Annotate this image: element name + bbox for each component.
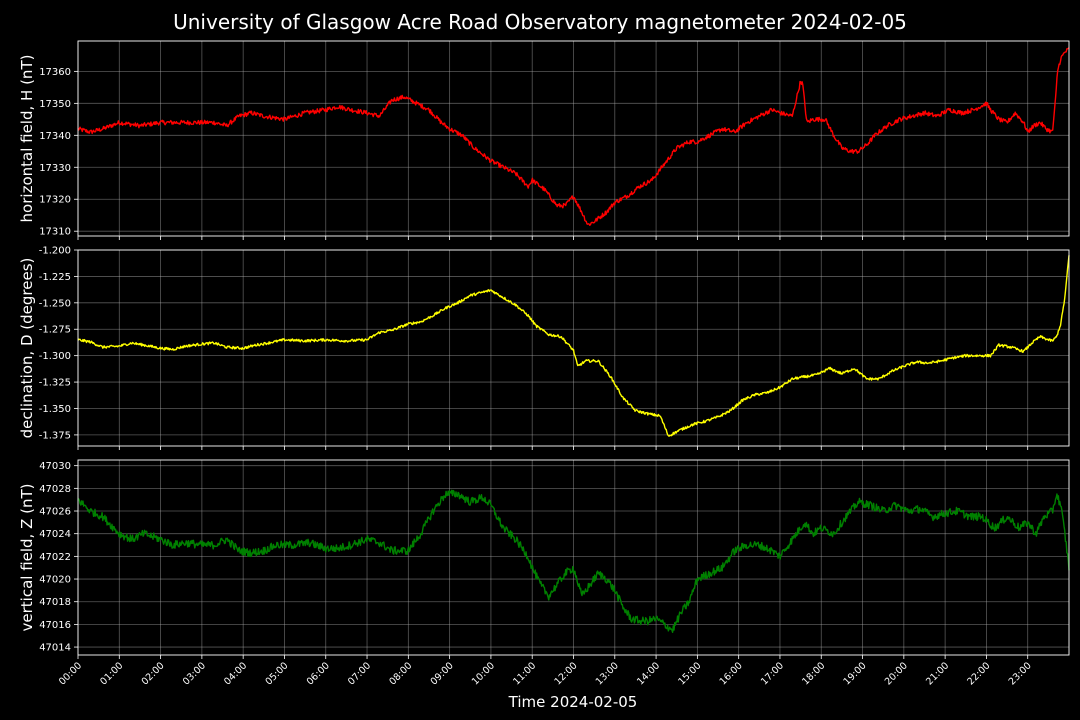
x-tick-label: 02:00 bbox=[140, 660, 167, 687]
y-tick-label: 17350 bbox=[39, 99, 71, 110]
y-tick-label: 47030 bbox=[39, 461, 71, 472]
panel-frame bbox=[77, 459, 1070, 656]
y-tick-label: 17360 bbox=[39, 67, 71, 78]
y-tick-label: 17320 bbox=[39, 195, 71, 206]
y-tick-label: 47020 bbox=[39, 575, 71, 586]
series-line-H bbox=[77, 47, 1070, 227]
y-tick-label: 47018 bbox=[39, 597, 71, 608]
y-tick-label: -1.225 bbox=[39, 272, 71, 283]
y-tick-label: -1.300 bbox=[39, 351, 71, 362]
y-tick-label: -1.375 bbox=[39, 430, 71, 441]
x-tick-label: 14:00 bbox=[635, 660, 662, 687]
x-tick-label: 22:00 bbox=[965, 660, 992, 687]
x-tick-label: 18:00 bbox=[800, 660, 827, 687]
y-tick-label: 47026 bbox=[39, 507, 71, 518]
y-tick-label: -1.275 bbox=[39, 325, 71, 336]
x-tick-labels: 00:00 01:00 02:00 03:00 04:00 05:00 06:00 07:00… bbox=[57, 660, 1034, 687]
x-tick-label: 13:00 bbox=[594, 660, 621, 687]
y-tick-label: -1.200 bbox=[39, 246, 71, 257]
x-tick-label: 01:00 bbox=[98, 660, 125, 687]
y-axis-label: horizontal field, H (nT) bbox=[18, 55, 36, 223]
panel-frame bbox=[77, 40, 1070, 237]
x-tick-label: 16:00 bbox=[718, 660, 745, 687]
x-tick-label: 00:00 bbox=[57, 660, 84, 687]
x-tick-label: 04:00 bbox=[222, 660, 249, 687]
y-tick-label: 47014 bbox=[39, 643, 71, 654]
panel-declination: -1.200 -1.225 -1.250 -1.275 -1.300 -1.325 -1.3… bbox=[18, 246, 1070, 450]
y-tick-label: 47022 bbox=[39, 552, 71, 563]
x-tick-label: 15:00 bbox=[676, 660, 703, 687]
panel-horizontal: 17310 17320 17330 17340 17350 17360horizontal… bbox=[18, 40, 1070, 240]
y-axis-label: declination, D (degrees) bbox=[18, 258, 36, 439]
x-tick-label: 07:00 bbox=[346, 660, 373, 687]
chart-title: University of Glasgow Acre Road Observat… bbox=[173, 10, 907, 34]
y-tick-label: 17340 bbox=[39, 131, 71, 142]
y-tick-label: -1.325 bbox=[39, 378, 71, 389]
x-tick-label: 21:00 bbox=[924, 660, 951, 687]
x-tick-label: 09:00 bbox=[429, 660, 456, 687]
panel-vertical: 47014 47016 47018 47020 47022 47024 47026 47028… bbox=[18, 459, 1070, 659]
x-tick-label: 10:00 bbox=[470, 660, 497, 687]
y-tick-label: 47028 bbox=[39, 484, 71, 495]
x-tick-label: 17:00 bbox=[759, 660, 786, 687]
x-tick-label: 06:00 bbox=[305, 660, 332, 687]
panel-frame bbox=[77, 249, 1070, 447]
x-tick-label: 11:00 bbox=[511, 660, 538, 687]
x-tick-label: 08:00 bbox=[387, 660, 414, 687]
y-tick-label: -1.350 bbox=[39, 404, 71, 415]
y-tick-label: 47024 bbox=[39, 529, 71, 540]
x-tick-label: 03:00 bbox=[181, 660, 208, 687]
x-tick-label: 12:00 bbox=[552, 660, 579, 687]
y-tick-label: 17330 bbox=[39, 163, 71, 174]
x-tick-label: 05:00 bbox=[263, 660, 290, 687]
x-tick-label: 23:00 bbox=[1007, 660, 1034, 687]
panels: 17310 17320 17330 17340 17350 17360horizontal… bbox=[18, 40, 1070, 687]
x-axis-label: Time 2024-02-05 bbox=[508, 693, 638, 711]
y-tick-label: 17310 bbox=[39, 227, 71, 238]
series-line-D bbox=[77, 255, 1070, 437]
y-axis-label: vertical field, Z (nT) bbox=[18, 483, 36, 631]
y-tick-label: -1.250 bbox=[39, 298, 71, 309]
y-tick-label: 47016 bbox=[39, 620, 71, 631]
x-tick-label: 20:00 bbox=[883, 660, 910, 687]
x-tick-label: 19:00 bbox=[842, 660, 869, 687]
series-line-Z bbox=[77, 489, 1070, 634]
